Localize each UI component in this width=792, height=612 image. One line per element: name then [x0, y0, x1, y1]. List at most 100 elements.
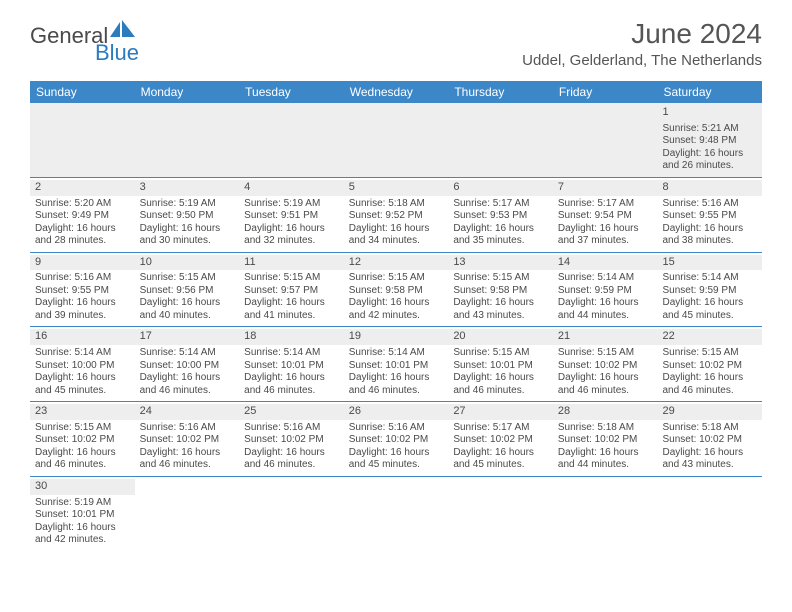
sunrise-text: Sunrise: 5:18 AM — [662, 422, 757, 435]
daylight-text: and 39 minutes. — [35, 310, 130, 323]
day-cell: 13Sunrise: 5:15 AMSunset: 9:58 PMDayligh… — [448, 253, 553, 327]
sunset-text: Sunset: 10:01 PM — [244, 360, 339, 373]
sunset-text: Sunset: 10:01 PM — [349, 360, 444, 373]
daylight-text: and 26 minutes. — [662, 160, 757, 173]
daylight-text: and 44 minutes. — [558, 310, 653, 323]
daylight-text: and 46 minutes. — [349, 385, 444, 398]
sunrise-text: Sunrise: 5:16 AM — [140, 422, 235, 435]
sunrise-text: Sunrise: 5:16 AM — [35, 272, 130, 285]
weekday-header: Sunday — [30, 81, 135, 103]
sunrise-text: Sunrise: 5:15 AM — [662, 347, 757, 360]
sunrise-text: Sunrise: 5:15 AM — [349, 272, 444, 285]
day-cell: 6Sunrise: 5:17 AMSunset: 9:53 PMDaylight… — [448, 178, 553, 252]
sunrise-text: Sunrise: 5:14 AM — [140, 347, 235, 360]
day-number: 5 — [344, 180, 449, 196]
sunrise-text: Sunrise: 5:14 AM — [662, 272, 757, 285]
daylight-text: and 43 minutes. — [453, 310, 548, 323]
day-cell: 5Sunrise: 5:18 AMSunset: 9:52 PMDaylight… — [344, 178, 449, 252]
daylight-text: and 46 minutes. — [35, 459, 130, 472]
month-title: June 2024 — [522, 18, 762, 50]
title-block: June 2024 Uddel, Gelderland, The Netherl… — [522, 18, 762, 69]
daylight-text: Daylight: 16 hours — [662, 447, 757, 460]
day-number: 23 — [30, 404, 135, 420]
daylight-text: and 46 minutes. — [453, 385, 548, 398]
sunrise-text: Sunrise: 5:17 AM — [453, 422, 548, 435]
sunrise-text: Sunrise: 5:19 AM — [140, 198, 235, 211]
day-cell: 12Sunrise: 5:15 AMSunset: 9:58 PMDayligh… — [344, 253, 449, 327]
day-number: 26 — [344, 404, 449, 420]
day-cell: 10Sunrise: 5:15 AMSunset: 9:56 PMDayligh… — [135, 253, 240, 327]
daylight-text: and 40 minutes. — [140, 310, 235, 323]
daylight-text: Daylight: 16 hours — [349, 297, 444, 310]
sunset-text: Sunset: 9:54 PM — [558, 210, 653, 223]
daylight-text: Daylight: 16 hours — [140, 223, 235, 236]
sunset-text: Sunset: 9:59 PM — [662, 285, 757, 298]
sunrise-text: Sunrise: 5:15 AM — [140, 272, 235, 285]
day-cell: 25Sunrise: 5:16 AMSunset: 10:02 PMDaylig… — [239, 402, 344, 476]
day-cell: 28Sunrise: 5:18 AMSunset: 10:02 PMDaylig… — [553, 402, 658, 476]
empty-cell — [657, 477, 762, 551]
sunrise-text: Sunrise: 5:14 AM — [349, 347, 444, 360]
day-cell: 11Sunrise: 5:15 AMSunset: 9:57 PMDayligh… — [239, 253, 344, 327]
sunset-text: Sunset: 10:00 PM — [35, 360, 130, 373]
sunrise-text: Sunrise: 5:14 AM — [35, 347, 130, 360]
sunset-text: Sunset: 10:02 PM — [35, 434, 130, 447]
sunset-text: Sunset: 10:02 PM — [662, 434, 757, 447]
day-cell: 19Sunrise: 5:14 AMSunset: 10:01 PMDaylig… — [344, 327, 449, 401]
empty-cell — [239, 477, 344, 551]
daylight-text: and 45 minutes. — [453, 459, 548, 472]
daylight-text: Daylight: 16 hours — [558, 447, 653, 460]
day-cell: 14Sunrise: 5:14 AMSunset: 9:59 PMDayligh… — [553, 253, 658, 327]
sunrise-text: Sunrise: 5:19 AM — [244, 198, 339, 211]
empty-cell — [553, 103, 658, 177]
sunrise-text: Sunrise: 5:17 AM — [558, 198, 653, 211]
empty-cell — [30, 103, 135, 177]
sunrise-text: Sunrise: 5:15 AM — [35, 422, 130, 435]
day-number: 14 — [553, 255, 658, 271]
sunset-text: Sunset: 9:57 PM — [244, 285, 339, 298]
sunrise-text: Sunrise: 5:18 AM — [349, 198, 444, 211]
day-number: 17 — [135, 329, 240, 345]
calendar: Sunday Monday Tuesday Wednesday Thursday… — [30, 81, 762, 551]
weekday-header: Monday — [135, 81, 240, 103]
sunrise-text: Sunrise: 5:16 AM — [244, 422, 339, 435]
day-cell: 23Sunrise: 5:15 AMSunset: 10:02 PMDaylig… — [30, 402, 135, 476]
day-number: 4 — [239, 180, 344, 196]
weekday-header: Tuesday — [239, 81, 344, 103]
sunrise-text: Sunrise: 5:14 AM — [244, 347, 339, 360]
empty-cell — [448, 477, 553, 551]
sunset-text: Sunset: 10:00 PM — [140, 360, 235, 373]
daylight-text: Daylight: 16 hours — [349, 223, 444, 236]
sunrise-text: Sunrise: 5:16 AM — [662, 198, 757, 211]
sunset-text: Sunset: 9:56 PM — [140, 285, 235, 298]
day-cell: 16Sunrise: 5:14 AMSunset: 10:00 PMDaylig… — [30, 327, 135, 401]
day-cell: 18Sunrise: 5:14 AMSunset: 10:01 PMDaylig… — [239, 327, 344, 401]
daylight-text: and 34 minutes. — [349, 235, 444, 248]
sunset-text: Sunset: 10:02 PM — [349, 434, 444, 447]
daylight-text: Daylight: 16 hours — [558, 297, 653, 310]
daylight-text: Daylight: 16 hours — [349, 447, 444, 460]
sunset-text: Sunset: 9:49 PM — [35, 210, 130, 223]
day-number: 10 — [135, 255, 240, 271]
empty-cell — [344, 103, 449, 177]
sunset-text: Sunset: 9:58 PM — [453, 285, 548, 298]
empty-cell — [344, 477, 449, 551]
daylight-text: Daylight: 16 hours — [662, 148, 757, 161]
sunrise-text: Sunrise: 5:15 AM — [244, 272, 339, 285]
daylight-text: and 45 minutes. — [662, 310, 757, 323]
sunrise-text: Sunrise: 5:15 AM — [453, 272, 548, 285]
day-number: 1 — [657, 105, 762, 121]
day-cell: 24Sunrise: 5:16 AMSunset: 10:02 PMDaylig… — [135, 402, 240, 476]
daylight-text: Daylight: 16 hours — [244, 447, 339, 460]
daylight-text: and 46 minutes. — [140, 459, 235, 472]
daylight-text: and 45 minutes. — [349, 459, 444, 472]
daylight-text: Daylight: 16 hours — [453, 447, 548, 460]
day-number: 16 — [30, 329, 135, 345]
day-number: 7 — [553, 180, 658, 196]
empty-cell — [553, 477, 658, 551]
day-number: 13 — [448, 255, 553, 271]
daylight-text: and 42 minutes. — [35, 534, 130, 547]
daylight-text: and 38 minutes. — [662, 235, 757, 248]
day-number: 6 — [448, 180, 553, 196]
daylight-text: Daylight: 16 hours — [140, 372, 235, 385]
